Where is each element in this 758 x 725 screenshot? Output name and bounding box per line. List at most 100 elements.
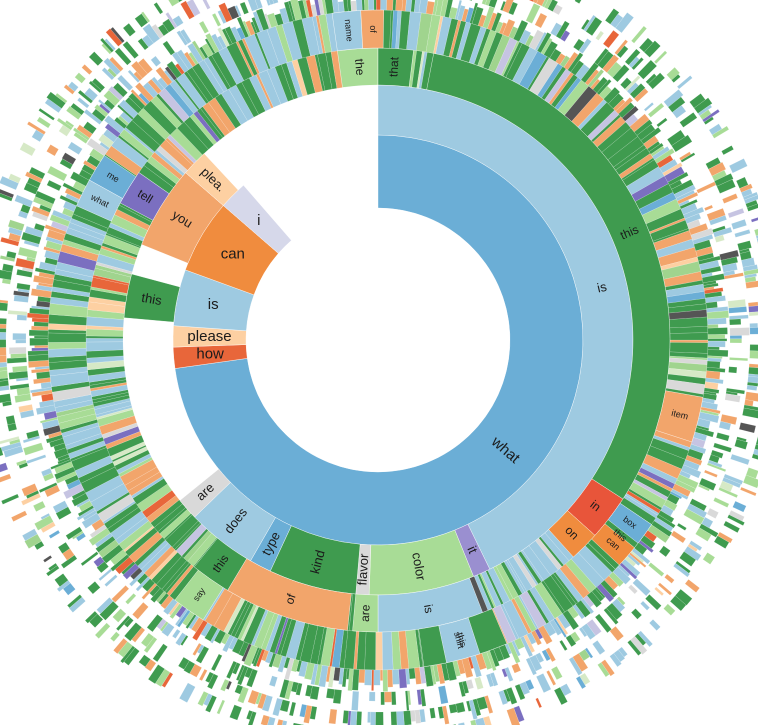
texture-wedge: [612, 64, 630, 83]
texture-wedge: [552, 4, 563, 15]
texture-wedge: [47, 165, 68, 182]
segment-third-word-9[interactable]: [377, 47, 414, 88]
texture-wedge: [116, 615, 131, 631]
texture-wedge: [380, 691, 385, 705]
segment-fourth-word-5[interactable]: [438, 617, 481, 664]
texture-wedge: [91, 78, 106, 91]
texture-wedge: [698, 484, 710, 492]
segment-fourth-word-9[interactable]: [331, 10, 363, 52]
texture-wedge: [234, 684, 244, 695]
segment-fourth-word-1[interactable]: [655, 390, 704, 443]
texture-wedge: [34, 335, 49, 339]
texture-wedge: [216, 699, 226, 715]
segment-second-word-9[interactable]: [185, 153, 239, 206]
texture-wedge: [747, 376, 758, 384]
texture-wedge: [33, 500, 46, 512]
texture-wedge: [342, 710, 349, 724]
segment-third-word-0[interactable]: [426, 53, 671, 500]
texture-wedge: [716, 179, 736, 194]
texture-wedge: [31, 325, 49, 331]
texture-wedge: [673, 563, 690, 578]
texture-wedge: [671, 74, 681, 83]
texture-wedge: [48, 530, 61, 539]
texture-wedge: [403, 710, 412, 725]
texture-wedge: [85, 338, 124, 343]
texture-wedge: [486, 673, 494, 688]
texture-wedge: [350, 0, 357, 12]
texture-wedge: [631, 608, 642, 620]
texture-wedge: [34, 190, 56, 205]
texture-wedge: [67, 141, 83, 155]
texture-wedge: [172, 628, 181, 639]
segment-second-word-0[interactable]: [377, 84, 634, 570]
texture-wedge: [54, 573, 69, 587]
texture-wedge: [236, 664, 245, 681]
texture-wedge: [724, 272, 744, 280]
texture-wedge: [36, 116, 51, 129]
segment-fourth-word-6[interactable]: [174, 569, 224, 621]
texture-wedge: [7, 219, 25, 232]
texture-wedge: [654, 50, 668, 64]
texture-wedge: [350, 710, 358, 725]
texture-wedge: [669, 340, 709, 343]
texture-wedge: [0, 188, 15, 199]
texture-wedge: [197, 691, 209, 707]
texture-wedge: [94, 622, 111, 639]
texture-wedge: [723, 520, 740, 533]
texture-wedge: [272, 0, 279, 4]
texture-wedge: [81, 64, 93, 75]
texture-wedge: [376, 0, 381, 11]
texture-wedge: [211, 653, 223, 672]
texture-wedge: [375, 631, 383, 671]
texture-wedge: [707, 317, 727, 325]
texture-wedge: [416, 689, 423, 705]
segment-fourth-word-10[interactable]: [360, 9, 384, 49]
texture-wedge: [713, 535, 730, 549]
segment-fourth-word-3[interactable]: [591, 523, 635, 566]
texture-wedge: [525, 3, 541, 24]
texture-wedge: [33, 321, 49, 327]
segment-fourth-word-2[interactable]: [607, 503, 652, 544]
texture-wedge: [535, 697, 542, 708]
texture-wedge: [707, 327, 728, 335]
segment-third-word-8[interactable]: [337, 47, 379, 88]
texture-wedge: [391, 691, 397, 705]
texture-wedge: [578, 38, 592, 54]
segment-second-word-10[interactable]: [123, 273, 181, 323]
texture-wedge: [150, 55, 162, 67]
texture-wedge: [0, 299, 9, 304]
segment-second-word-7[interactable]: [179, 468, 231, 518]
texture-wedge: [740, 487, 757, 497]
texture-wedge: [33, 223, 45, 232]
texture-wedge: [405, 690, 410, 711]
texture-wedge: [22, 528, 38, 541]
texture-wedge: [211, 13, 222, 27]
segment-third-word-4[interactable]: [352, 593, 379, 633]
texture-wedge: [386, 0, 394, 11]
texture-wedge: [14, 194, 33, 208]
texture-wedge: [46, 144, 59, 157]
texture-wedge: [9, 347, 27, 355]
texture-wedge: [470, 719, 477, 725]
texture-wedge: [429, 707, 436, 719]
texture-wedge: [585, 16, 603, 36]
texture-wedge: [1, 493, 20, 505]
texture-wedge: [616, 45, 629, 59]
segment-fourth-word-8[interactable]: [89, 155, 137, 199]
texture-wedge: [508, 1, 518, 16]
texture-wedge: [754, 228, 758, 237]
texture-wedge: [379, 0, 387, 11]
texture-wedge: [138, 654, 151, 667]
texture-wedge: [113, 638, 128, 654]
texture-wedge: [745, 280, 758, 289]
texture-wedge: [289, 701, 297, 717]
texture-wedge: [9, 383, 30, 390]
texture-wedge: [392, 669, 400, 685]
texture-wedge: [609, 653, 622, 667]
texture-wedge: [546, 670, 557, 686]
texture-wedge: [153, 2, 164, 15]
texture-wedge: [373, 0, 377, 11]
texture-wedge: [21, 483, 38, 497]
texture-wedge: [676, 75, 693, 90]
